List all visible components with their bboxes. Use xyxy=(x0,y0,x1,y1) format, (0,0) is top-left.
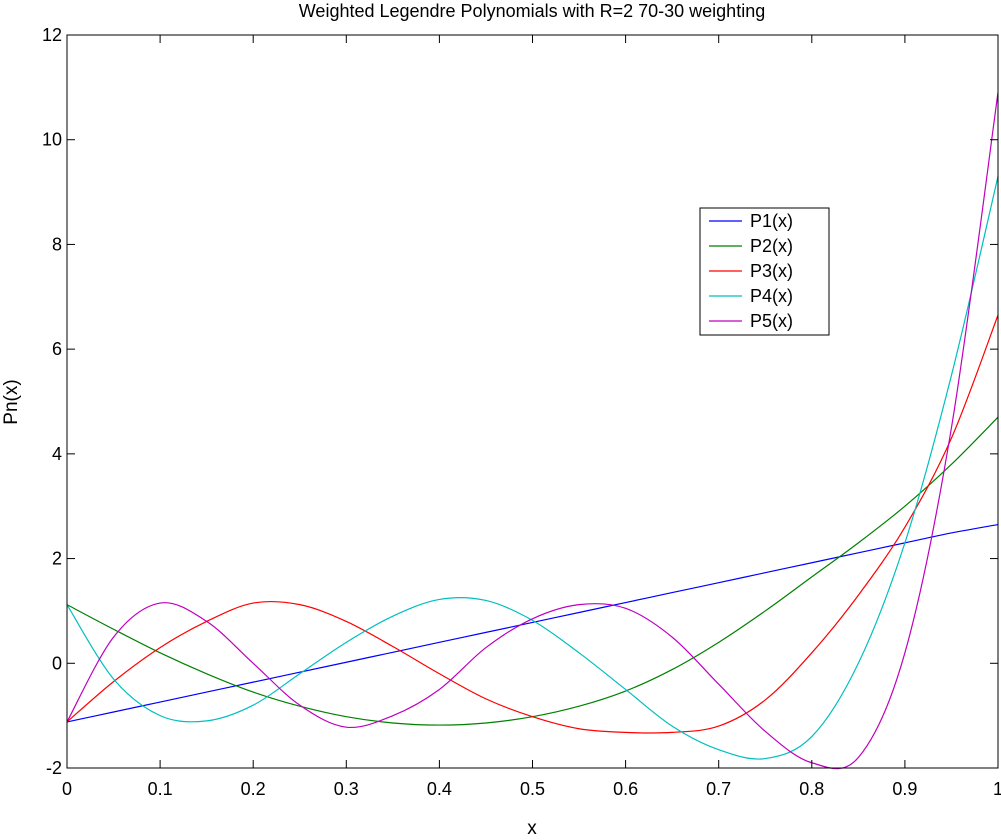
legend-label-5: P5(x) xyxy=(750,311,793,331)
y-tick-label: 6 xyxy=(52,339,62,359)
y-tick-label: 2 xyxy=(52,549,62,569)
legend-label-2: P2(x) xyxy=(750,236,793,256)
legend-label-1: P1(x) xyxy=(750,211,793,231)
x-tick-label: 1 xyxy=(993,779,1001,799)
y-axis-label: Pn(x) xyxy=(1,379,22,424)
legend-label-4: P4(x) xyxy=(750,286,793,306)
y-tick-label: 8 xyxy=(52,234,62,254)
x-tick-label: 0.9 xyxy=(892,779,917,799)
legend: P1(x) P2(x) P3(x) P4(x) P5(x) xyxy=(699,207,830,336)
y-tick-label: -2 xyxy=(46,758,62,778)
legend-items: P1(x) P2(x) P3(x) P4(x) P5(x) xyxy=(709,211,793,331)
x-tick-label: 0.3 xyxy=(334,779,359,799)
x-tick-label: 0.7 xyxy=(706,779,731,799)
y-tick-label: 12 xyxy=(42,25,62,45)
chart-title: Weighted Legendre Polynomials with R=2 7… xyxy=(299,1,765,21)
x-tick-label: 0 xyxy=(62,779,72,799)
y-tick-label: 4 xyxy=(52,444,62,464)
x-axis-label: x xyxy=(527,818,537,839)
series-line-1 xyxy=(66,523,999,723)
x-tick-label: 0.4 xyxy=(427,779,452,799)
series-line-4 xyxy=(66,176,999,760)
x-tick-label: 0.5 xyxy=(520,779,545,799)
x-tick-label: 0.8 xyxy=(799,779,824,799)
x-tick-label: 0.2 xyxy=(241,779,266,799)
series-line-3 xyxy=(66,314,999,734)
y-tick-label: 10 xyxy=(42,130,62,150)
series-layer xyxy=(66,92,999,770)
series-line-5 xyxy=(66,92,999,770)
x-tick-label: 0.1 xyxy=(148,779,173,799)
x-tick-label: 0.6 xyxy=(613,779,638,799)
legend-label-3: P3(x) xyxy=(750,261,793,281)
y-tick-label: 0 xyxy=(52,653,62,673)
